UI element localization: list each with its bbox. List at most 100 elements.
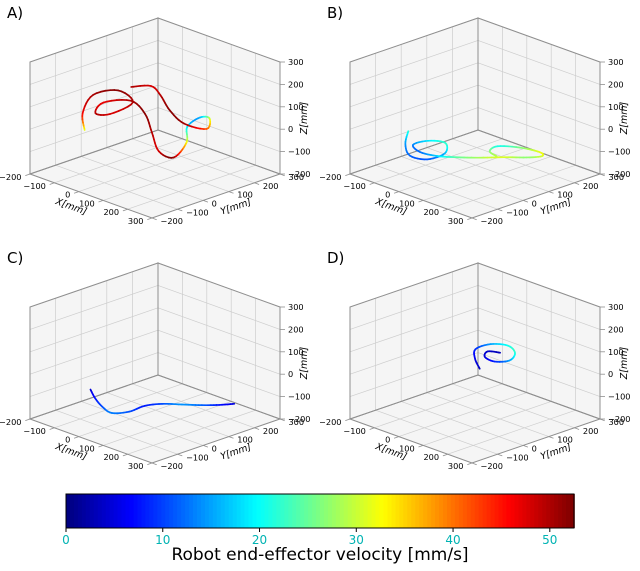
- svg-text:100: 100: [608, 347, 624, 357]
- svg-text:300: 300: [288, 57, 304, 67]
- svg-text:300: 300: [128, 216, 144, 226]
- svg-text:0: 0: [288, 369, 293, 379]
- panel-d: −200 −100 0 100 200 300 −200 −100 0 100 200 300 −200…: [320, 245, 640, 490]
- svg-text:20: 20: [252, 533, 267, 544]
- svg-text:100: 100: [79, 443, 95, 453]
- svg-text:−100: −100: [343, 181, 366, 191]
- panel-d-label: D): [327, 249, 345, 267]
- svg-text:0: 0: [212, 198, 217, 208]
- svg-text:200: 200: [103, 207, 119, 217]
- panel-a: −200 −100 0 100 200 300 −200 −100 0 100 200 300 −200…: [0, 0, 320, 245]
- svg-text:300: 300: [448, 461, 464, 471]
- svg-text:−200: −200: [608, 169, 631, 179]
- svg-text:200: 200: [423, 452, 439, 462]
- svg-text:−100: −100: [608, 392, 631, 402]
- svg-text:−200: −200: [0, 417, 22, 427]
- panel-c: −200 −100 0 100 200 300 −200 −100 0 100 200 300 −200…: [0, 245, 320, 490]
- svg-text:−100: −100: [506, 452, 528, 462]
- svg-text:Z[mm]: Z[mm]: [619, 346, 630, 380]
- svg-text:300: 300: [288, 417, 304, 427]
- svg-text:200: 200: [103, 452, 119, 462]
- svg-text:0: 0: [385, 435, 390, 445]
- svg-text:−100: −100: [186, 207, 209, 217]
- svg-text:100: 100: [237, 435, 253, 445]
- panel-c-label: C): [7, 249, 24, 267]
- svg-text:0: 0: [608, 369, 613, 379]
- svg-text:200: 200: [288, 79, 304, 89]
- svg-text:−100: −100: [288, 147, 311, 157]
- svg-text:Y[mm]: Y[mm]: [539, 197, 573, 218]
- svg-text:0: 0: [608, 124, 613, 134]
- svg-text:100: 100: [237, 190, 253, 200]
- colorbar-label: Robot end-effector velocity [mm/s]: [171, 545, 469, 565]
- svg-text:300: 300: [128, 461, 144, 471]
- panel-a-label: A): [7, 4, 24, 22]
- svg-text:300: 300: [288, 302, 304, 312]
- svg-text:50: 50: [542, 533, 557, 544]
- svg-text:100: 100: [557, 190, 573, 200]
- svg-text:200: 200: [583, 426, 599, 436]
- svg-text:0: 0: [385, 190, 390, 200]
- velocity-colorbar: 0 10 20 30 40 50: [62, 493, 575, 544]
- svg-text:300: 300: [608, 417, 624, 427]
- svg-text:−100: −100: [343, 426, 366, 436]
- svg-text:−200: −200: [288, 169, 311, 179]
- panel-b-label: B): [327, 4, 344, 22]
- svg-text:−200: −200: [0, 172, 22, 182]
- svg-text:100: 100: [557, 435, 573, 445]
- svg-text:200: 200: [423, 207, 439, 217]
- svg-text:300: 300: [608, 57, 624, 67]
- svg-text:Z[mm]: Z[mm]: [299, 101, 310, 135]
- svg-text:−100: −100: [23, 181, 46, 191]
- svg-text:10: 10: [155, 533, 170, 544]
- svg-text:Z[mm]: Z[mm]: [299, 346, 310, 380]
- svg-text:−200: −200: [608, 414, 631, 424]
- svg-text:0: 0: [212, 443, 217, 453]
- svg-text:100: 100: [608, 102, 624, 112]
- svg-text:−200: −200: [480, 216, 503, 226]
- svg-text:−100: −100: [506, 207, 528, 217]
- svg-text:40: 40: [445, 533, 460, 544]
- svg-text:−100: −100: [608, 147, 631, 157]
- svg-text:300: 300: [288, 172, 304, 182]
- panel-b: −200 −100 0 100 200 300 −200 −100 0 100 200 300 −200…: [320, 0, 640, 245]
- svg-text:−200: −200: [160, 216, 183, 226]
- svg-text:100: 100: [399, 198, 415, 208]
- svg-text:−200: −200: [160, 461, 183, 471]
- svg-text:0: 0: [62, 533, 70, 544]
- svg-text:−100: −100: [23, 426, 46, 436]
- svg-text:100: 100: [399, 443, 415, 453]
- svg-text:−200: −200: [320, 172, 342, 182]
- svg-text:−200: −200: [320, 417, 342, 427]
- svg-text:100: 100: [288, 347, 304, 357]
- svg-text:300: 300: [448, 216, 464, 226]
- svg-text:200: 200: [263, 181, 279, 191]
- svg-text:0: 0: [65, 435, 70, 445]
- svg-text:200: 200: [263, 426, 279, 436]
- svg-text:30: 30: [349, 533, 364, 544]
- svg-text:200: 200: [608, 79, 624, 89]
- svg-text:−100: −100: [186, 452, 209, 462]
- svg-text:Z[mm]: Z[mm]: [619, 101, 630, 135]
- svg-text:Y[mm]: Y[mm]: [219, 442, 253, 463]
- svg-text:100: 100: [79, 198, 95, 208]
- svg-text:300: 300: [608, 172, 624, 182]
- svg-text:200: 200: [288, 324, 304, 334]
- svg-text:−100: −100: [288, 392, 311, 402]
- svg-text:−200: −200: [288, 414, 311, 424]
- svg-text:300: 300: [608, 302, 624, 312]
- svg-text:0: 0: [288, 124, 293, 134]
- svg-text:0: 0: [532, 198, 537, 208]
- svg-text:0: 0: [65, 190, 70, 200]
- svg-text:Y[mm]: Y[mm]: [219, 197, 253, 218]
- svg-text:Y[mm]: Y[mm]: [539, 442, 573, 463]
- panel-grid: −200 −100 0 100 200 300 −200 −100 0 100 200 300 −200…: [0, 0, 640, 490]
- colorbar-section: 0 10 20 30 40 50 Robot end-effector velocity …: [0, 490, 640, 571]
- svg-text:100: 100: [288, 102, 304, 112]
- svg-text:0: 0: [532, 443, 537, 453]
